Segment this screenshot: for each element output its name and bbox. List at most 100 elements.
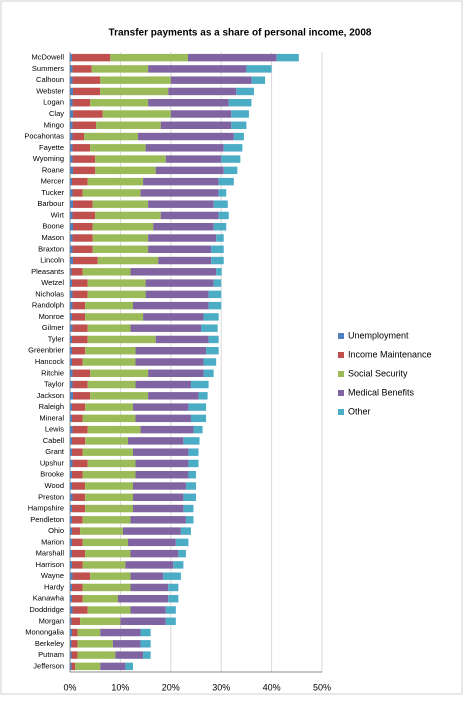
x-tick-label: 10% xyxy=(111,682,129,692)
bar-segment xyxy=(127,538,176,547)
bar-segment xyxy=(70,448,73,456)
bar-segment xyxy=(70,561,73,569)
y-tick-label: Hampshire xyxy=(28,504,64,513)
bar-segment xyxy=(130,549,179,558)
bar-segment xyxy=(218,177,234,186)
bar-segment xyxy=(148,234,217,242)
bar-segment xyxy=(218,211,229,220)
bar-segment xyxy=(135,358,204,366)
bar-segment xyxy=(77,651,116,659)
bar-segment xyxy=(70,189,73,197)
bar-segment xyxy=(180,527,191,535)
bar-segment xyxy=(82,561,126,569)
bar-segment xyxy=(85,347,136,355)
bar-segment xyxy=(70,583,73,592)
bar-segment xyxy=(148,245,212,253)
bar-segment xyxy=(73,110,103,118)
bar-segment xyxy=(160,121,232,129)
bar-segment xyxy=(70,144,73,152)
bar-segment xyxy=(213,200,228,208)
bar-segment xyxy=(208,335,219,344)
y-tick-label: Wirt xyxy=(51,210,65,219)
bar-segment xyxy=(70,87,74,96)
bar-segment xyxy=(216,234,224,242)
y-tick-label: Preston xyxy=(38,492,64,501)
bar-segment xyxy=(87,335,156,344)
bar-segment xyxy=(72,380,88,389)
bar-segment xyxy=(148,392,199,400)
y-tick-label: Greenbrier xyxy=(28,346,64,355)
bar-segment xyxy=(85,482,133,490)
bar-segment xyxy=(92,234,149,242)
bar-segment xyxy=(203,358,217,366)
bar-segment xyxy=(170,76,252,84)
bar-segment xyxy=(87,290,146,299)
bar-segment xyxy=(85,493,133,501)
bar-segment xyxy=(87,606,131,614)
bar-segment xyxy=(72,301,86,310)
bar-segment xyxy=(84,132,139,141)
bar-segment xyxy=(95,211,161,220)
y-tick-label: Barbour xyxy=(37,199,64,208)
bar-segment xyxy=(133,493,184,501)
bar-segment xyxy=(70,301,73,310)
bar-segment xyxy=(72,414,83,423)
bar-segment xyxy=(145,290,209,299)
bar-segment xyxy=(70,662,72,671)
y-tick-label: Summers xyxy=(32,64,64,73)
bar-segment xyxy=(143,177,219,186)
bar-segment xyxy=(80,527,123,535)
bar-segment xyxy=(216,268,222,276)
bar-segment xyxy=(135,380,191,389)
y-tick-label: Boone xyxy=(42,222,64,231)
y-tick-label: Clay xyxy=(49,109,64,118)
y-tick-label: Hardy xyxy=(44,582,64,591)
y-tick-label: Mason xyxy=(41,233,64,242)
bar-segment xyxy=(140,425,194,434)
bar-segment xyxy=(82,583,131,592)
bar-segment xyxy=(70,347,73,355)
bar-segment xyxy=(208,301,222,310)
bar-segment xyxy=(73,166,96,175)
bar-segment xyxy=(148,369,204,377)
y-tick-label: Wayne xyxy=(41,571,64,580)
bar-segment xyxy=(70,290,73,299)
y-tick-label: Hancock xyxy=(35,357,64,366)
bar-segment xyxy=(183,504,194,513)
bar-segment xyxy=(70,414,73,423)
y-tick-label: Jefferson xyxy=(33,661,64,670)
bar-segment xyxy=(70,425,73,434)
bar-segment xyxy=(85,313,144,321)
bar-segment xyxy=(92,245,149,253)
bar-segment xyxy=(70,538,73,547)
legend-swatch xyxy=(338,333,344,339)
bar-segment xyxy=(221,155,241,163)
y-tick-label: Pleasants xyxy=(31,267,64,276)
bar-segment xyxy=(135,459,189,468)
bar-segment xyxy=(70,617,72,625)
bar-segment xyxy=(133,482,186,490)
bar-segment xyxy=(115,651,144,659)
bar-segment xyxy=(70,527,73,535)
bar-segment xyxy=(72,628,78,637)
bar-segment xyxy=(72,155,96,163)
bar-segment xyxy=(130,324,202,332)
bar-segment xyxy=(117,595,169,603)
bar-segment xyxy=(70,595,73,603)
bar-segment xyxy=(70,471,73,479)
bar-segment xyxy=(70,313,73,321)
bar-segment xyxy=(73,87,101,96)
bar-segment xyxy=(140,640,151,648)
bar-segment xyxy=(168,87,237,96)
bar-segment xyxy=(70,358,73,366)
y-tick-label: Tyler xyxy=(48,334,65,343)
y-tick-label: Roane xyxy=(42,165,64,174)
y-tick-label: Raleigh xyxy=(39,402,64,411)
bar-segment xyxy=(70,268,72,276)
bar-segment xyxy=(72,448,83,456)
bar-segment xyxy=(87,279,146,287)
bar-segment xyxy=(130,583,169,592)
bar-segment xyxy=(70,403,73,411)
bar-segment xyxy=(72,189,83,197)
bar-segment xyxy=(82,516,131,524)
